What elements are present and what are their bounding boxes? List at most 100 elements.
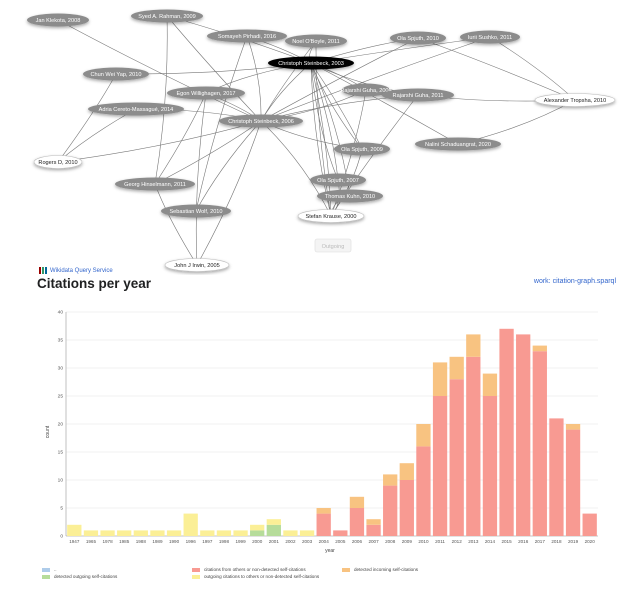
graph-edge [154, 183, 198, 266]
graph-node-spjuth2010[interactable]: Ola Spjuth, 2010 [390, 31, 446, 45]
bar-segment [316, 508, 331, 514]
bar-segment [67, 524, 82, 536]
x-tick-label: 2011 [435, 539, 445, 544]
bar-segment [399, 463, 414, 480]
x-tick-label: 2018 [551, 539, 562, 544]
x-tick-label: 2015 [501, 539, 512, 544]
graph-node-label: Stefan Krause, 2000 [305, 214, 356, 220]
outgoing-button[interactable]: Outgoing [314, 238, 352, 253]
x-tick-label: 1999 [235, 539, 246, 544]
x-tick-label: 1990 [169, 539, 180, 544]
bar-segment [183, 513, 198, 536]
wdqs-logo[interactable]: Wikidata Query Service [39, 267, 113, 274]
legend-item: detected incoming self-citations [342, 567, 418, 572]
graph-edge [330, 94, 419, 217]
graph-edges [57, 15, 576, 266]
graph-node-guha_a[interactable]: Rajarshi Guha, 2006 [340, 83, 392, 97]
wikidata-barcode-icon [39, 267, 47, 274]
graph-node-kuhn[interactable]: Thomas Kuhn, 2010 [317, 189, 383, 203]
bar-segment [582, 513, 597, 536]
x-tick-label: 2001 [269, 539, 280, 544]
graph-edge [310, 62, 340, 181]
bar-segment [166, 530, 182, 536]
x-tick-label: 2017 [535, 539, 546, 544]
graph-node-irwin[interactable]: John J Irwin, 2005 [164, 258, 230, 272]
graph-edge [309, 62, 339, 181]
bar-segment [482, 396, 498, 536]
graph-edge [417, 37, 576, 101]
graph-node-label: Nalini Schaduangrat, 2020 [425, 142, 491, 148]
bar-segment [499, 328, 514, 536]
x-tick-label: 1985 [119, 539, 130, 544]
sparql-link[interactable]: work: citation-graph.sparql [533, 278, 616, 285]
graph-node-klekota[interactable]: Jan Klekota, 2008 [27, 13, 89, 27]
y-tick-label: 15 [58, 450, 64, 456]
bar-segment [349, 496, 365, 508]
graph-node-label: Georg Hinselmann, 2011 [124, 182, 186, 188]
graph-node-label: Adria Cereto-Massagué, 2014 [99, 107, 174, 113]
citation-graph-canvas[interactable]: Jan Klekota, 2008 Syed A. Rahman, 2009 Som… [0, 0, 640, 275]
legend-item: citations from others or non-detected se… [192, 567, 306, 572]
graph-node-steinbeck2006[interactable]: Christoph Steinbeck, 2006 [219, 114, 303, 128]
x-tick-label: 2004 [319, 539, 330, 544]
x-tick-label: 2003 [302, 539, 313, 544]
graph-node-label: Syed A. Rahman, 2009 [138, 14, 196, 20]
graph-edge [310, 62, 363, 150]
graph-edge [57, 108, 137, 163]
graph-node-sushko[interactable]: Iurii Sushko, 2011 [460, 30, 520, 44]
graph-node-label: Ola Spjuth, 2007 [317, 178, 359, 184]
citations-bar-chart: 0 5 10 15 20 25 30 35 40 1947 1965 1978 1985 1988 1989… [45, 310, 598, 554]
graph-node-pirhadi[interactable]: Somayeh Pirhadi, 2016 [207, 29, 287, 43]
bar-segment [316, 513, 331, 536]
legend-swatch [42, 567, 50, 572]
graph-node-yap[interactable]: Chun Wei Yap, 2010 [83, 67, 149, 81]
graph-node-label: Rajarshi Guha, 2006 [340, 88, 391, 94]
graph-node-guha_b[interactable]: Rajarshi Guha, 2011 [382, 88, 454, 102]
graph-edge [310, 62, 459, 145]
graph-node-wolf[interactable]: Sebastian Wolf, 2010 [161, 204, 231, 218]
bar-segment [466, 334, 481, 357]
citation-graph[interactable]: Jan Klekota, 2008 Syed A. Rahman, 2009 Som… [0, 0, 640, 275]
graph-node-hinselmann[interactable]: Georg Hinselmann, 2011 [115, 177, 195, 191]
x-axis-label: year [325, 548, 335, 554]
bar-segment [117, 530, 132, 536]
y-tick-label: 20 [58, 422, 64, 428]
graph-node-rogers[interactable]: Rogers D, 2010 [33, 155, 83, 169]
graph-node-label: Thomas Kuhn, 2010 [325, 194, 375, 200]
graph-node-oboyle[interactable]: Noel O'Boyle, 2011 [285, 34, 347, 48]
graph-node-krause[interactable]: Stefan Krause, 2000 [297, 209, 365, 223]
graph-node-tropsha[interactable]: Alexander Tropsha, 2010 [534, 93, 616, 107]
y-tick-label: 40 [58, 310, 64, 316]
graph-node-massaguer[interactable]: Adria Cereto-Massagué, 2014 [88, 102, 184, 116]
bar-segment [432, 396, 448, 536]
graph-edge [195, 35, 248, 212]
y-tick-label: 5 [60, 506, 63, 512]
graph-node-spjuth2007[interactable]: Ola Spjuth, 2007 [310, 173, 366, 187]
y-axis-label: count [45, 425, 51, 438]
bar-segment [516, 334, 531, 536]
graph-edge [154, 120, 262, 185]
bar-segment [250, 524, 265, 531]
bar-segment [266, 519, 281, 525]
graph-node-schaduangrat[interactable]: Nalini Schaduangrat, 2020 [415, 137, 501, 151]
x-tick-label: 2009 [402, 539, 413, 544]
graph-edge [196, 120, 262, 266]
graph-node-label: John J Irwin, 2005 [174, 263, 219, 269]
graph-edge [457, 99, 576, 145]
graph-node-rahman[interactable]: Syed A. Rahman, 2009 [131, 9, 203, 23]
graph-node-steinbeck2003[interactable]: Christoph Steinbeck, 2003 [268, 56, 354, 70]
graph-node-label: Alexander Tropsha, 2010 [544, 98, 607, 104]
graph-node-label: Christoph Steinbeck, 2006 [228, 119, 294, 125]
x-tick-label: 1989 [152, 539, 163, 544]
graph-node-spjuth2009[interactable]: Ola Spjuth, 2009 [334, 142, 390, 156]
y-tick-label: 30 [58, 366, 64, 372]
bar-segment [532, 351, 547, 536]
wdqs-label: Wikidata Query Service [50, 267, 113, 274]
graph-edge [260, 40, 317, 122]
bar-segment [399, 480, 414, 536]
bar-segment [100, 530, 115, 536]
x-tick-label: 2005 [335, 539, 346, 544]
graph-node-willighagen[interactable]: Egon Willighagen, 2017 [167, 86, 245, 100]
bar-segment [549, 418, 564, 536]
x-tick-label: 2014 [485, 539, 496, 544]
